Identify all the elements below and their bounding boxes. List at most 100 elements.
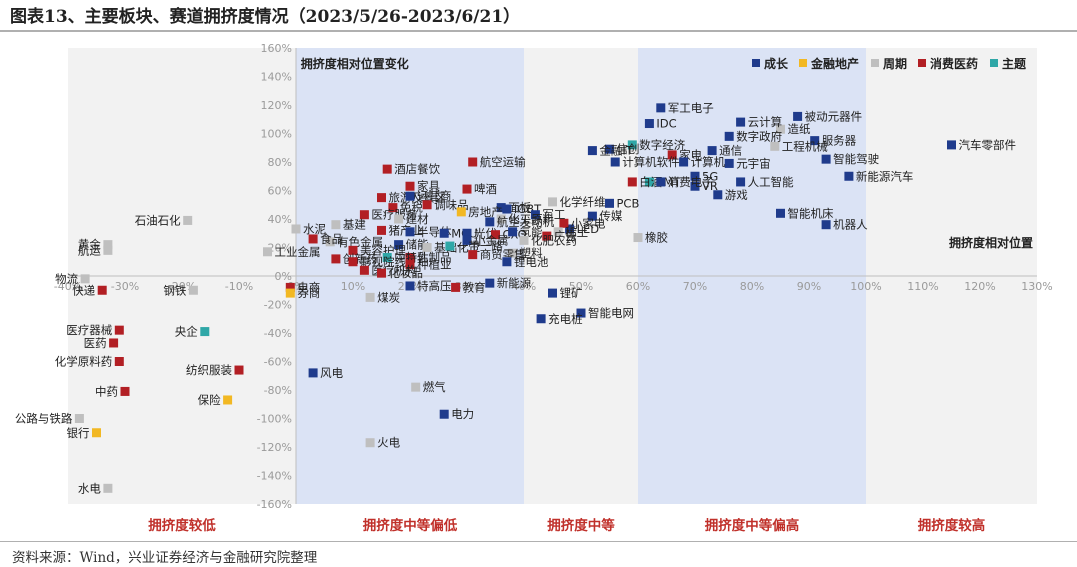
data-point <box>536 314 546 324</box>
data-point <box>365 438 375 448</box>
y-tick-label: -60% <box>264 356 292 369</box>
point-label: 有色金属 <box>337 235 383 249</box>
data-point <box>485 278 495 288</box>
data-point <box>263 247 272 257</box>
point-label: 煤炭 <box>377 290 400 304</box>
data-point <box>382 252 392 262</box>
y-tick-label: 140% <box>261 71 292 84</box>
data-point <box>736 117 746 127</box>
x-tick-label: 90% <box>797 280 821 293</box>
data-point <box>80 274 90 284</box>
point-label: 燃气 <box>423 380 446 394</box>
point-label: 工业金属 <box>275 245 321 259</box>
point-label: 化妆品 <box>389 266 424 280</box>
band-label-2: 拥挤度中等 <box>547 517 615 534</box>
point-label: 5G <box>702 169 718 183</box>
band-label-1: 拥挤度中等偏低 <box>363 517 458 534</box>
point-label: 小金属 <box>474 233 509 247</box>
point-label: 数字政府 <box>736 129 782 143</box>
data-point <box>200 327 210 337</box>
scatter-chart: 拥挤度较低 拥挤度中等偏低 拥挤度中等 拥挤度中等偏高 拥挤度较高 -40% -30% -20… <box>15 42 1053 534</box>
point-label: 化学原料药 <box>55 355 113 369</box>
data-point <box>308 234 318 244</box>
point-label: 通信 <box>719 144 742 158</box>
point-label: 纺织服装 <box>186 363 232 377</box>
point-label: 化工原料 <box>508 212 554 226</box>
data-point <box>74 414 84 423</box>
point-label: 锂矿 <box>560 286 583 300</box>
point-label: 航空运输 <box>480 155 526 169</box>
point-label: 充电桩 <box>548 312 583 326</box>
data-point <box>365 292 375 302</box>
point-label: 化肥农药 <box>531 233 577 247</box>
data-point <box>553 227 563 237</box>
y-tick-label: -40% <box>264 327 292 340</box>
point-label: 影视院线 <box>360 255 406 269</box>
point-label: 酒店餐饮 <box>394 162 440 176</box>
x-tick-label: 10% <box>341 280 365 293</box>
data-point <box>439 409 449 419</box>
point-label: 汽车零部件 <box>959 138 1017 152</box>
data-point <box>109 338 119 348</box>
point-label: 计算机 <box>691 155 726 169</box>
point-label: VR <box>702 179 718 193</box>
point-label: 黄金 <box>78 238 101 252</box>
data-point <box>707 146 717 156</box>
point-label: 数字经济 <box>639 138 685 152</box>
data-point <box>627 140 637 150</box>
point-label: 啤酒 <box>474 182 497 196</box>
data-point <box>382 164 392 174</box>
y-tick-label: -100% <box>257 413 292 426</box>
point-label: 计算机软件 <box>622 155 680 169</box>
point-label: 旅游及景区 <box>389 191 447 205</box>
point-label: 消费电子 <box>668 175 714 189</box>
data-point <box>422 243 432 252</box>
data-point <box>724 131 734 141</box>
data-point <box>405 191 415 201</box>
legend-swatch-4 <box>990 59 998 67</box>
point-label: 乳制品 <box>417 250 452 264</box>
point-label: PCB <box>617 196 640 210</box>
point-label: LED <box>577 222 600 236</box>
data-point <box>331 220 341 230</box>
point-label: 券商 <box>297 286 320 300</box>
data-point <box>690 181 700 191</box>
data-point <box>188 285 198 295</box>
point-label: 央企 <box>175 325 198 339</box>
x-tick-label: 60% <box>626 280 650 293</box>
data-point <box>377 225 386 235</box>
data-point <box>810 136 820 146</box>
data-point <box>821 220 831 230</box>
x-tick-label: 50% <box>569 280 593 293</box>
point-label: 传媒 <box>599 209 622 223</box>
y-tick-label: 160% <box>261 42 292 55</box>
point-label: 橡胶 <box>645 231 668 245</box>
y-tick-label: 40% <box>268 213 292 226</box>
data-point <box>627 177 637 187</box>
y-axis-title: 拥挤度相对位置变化 <box>301 56 409 71</box>
point-label: 元宇宙 <box>736 156 771 170</box>
data-point <box>103 483 113 493</box>
legend-swatch-1 <box>799 59 807 67</box>
data-point <box>542 231 552 241</box>
footer-divider <box>0 541 1077 542</box>
source-note: 资料来源：Wind，兴业证券经济与金融研究院整理 <box>12 550 318 566</box>
data-point <box>456 207 466 217</box>
data-point <box>644 177 654 187</box>
data-point <box>462 228 472 238</box>
data-point <box>285 288 295 298</box>
y-tick-label: 80% <box>268 156 292 169</box>
data-point <box>502 204 512 214</box>
point-label: 广告 <box>554 229 577 243</box>
legend-label-0: 成长 <box>764 56 789 71</box>
point-label: 教育 <box>463 280 486 294</box>
data-point <box>468 157 478 167</box>
point-label: 风电 <box>320 366 343 380</box>
x-tick-label: -30% <box>111 280 139 293</box>
point-label: 基建 <box>343 218 366 232</box>
data-point <box>234 365 244 375</box>
data-point <box>559 218 569 228</box>
data-point <box>394 214 404 224</box>
x-tick-label: 40% <box>512 280 536 293</box>
title-divider <box>0 30 1077 32</box>
